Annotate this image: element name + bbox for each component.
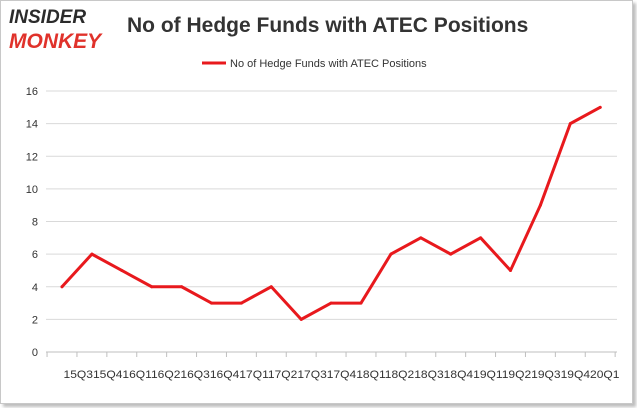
data-point [479,236,483,240]
data-point [509,268,512,272]
data-point [150,285,154,289]
y-tick-label: 8 [32,217,38,229]
data-point [568,122,572,126]
data-point [449,252,453,256]
data-point [180,285,184,289]
series-group [60,105,602,321]
data-point [389,252,393,256]
legend-label: No of Hedge Funds with ATEC Positions [230,58,427,70]
y-tick-labels: 0 2 4 6 8 10 12 14 16 [26,86,38,359]
data-point [90,252,94,256]
data-point [210,301,213,305]
data-point [269,285,273,289]
y-tick-label: 4 [32,282,38,294]
y-tick-label: 0 [32,347,38,359]
data-point [598,105,602,109]
chart-title: No of Hedge Funds with ATEC Positions [127,14,529,37]
y-tick-label: 12 [26,151,38,163]
x-tick-labels: 15Q315Q416Q116Q216Q316Q417Q117Q217Q317Q4… [64,369,620,381]
logo-line-1: INSIDER [9,7,87,28]
series-line-0 [60,105,602,321]
y-tick-label: 2 [32,314,38,326]
insider-monkey-logo: INSIDER MONKEY [9,8,119,54]
data-point [359,301,363,305]
legend: No of Hedge Funds with ATEC Positions [202,58,427,70]
y-tick-label: 10 [26,184,38,196]
data-point [120,268,124,272]
data-point [419,236,423,240]
data-point [538,203,542,207]
logo-line-2: MONKEY [9,30,102,53]
x-axis: 15Q315Q416Q116Q216Q316Q417Q117Q217Q317Q4… [46,351,620,381]
data-point [239,301,243,305]
y-tick-label: 16 [26,86,38,98]
data-point [60,285,64,289]
data-point [329,301,333,305]
data-point [299,317,303,321]
y-tick-label: 6 [32,249,38,261]
y-tick-label: 14 [26,119,38,131]
